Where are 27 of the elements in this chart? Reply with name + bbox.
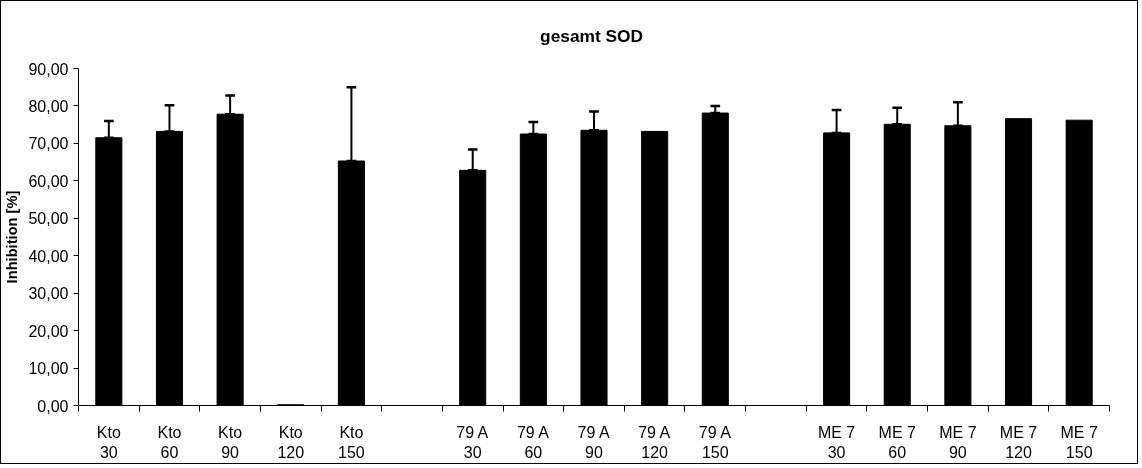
y-tick-label: 50,00 <box>28 210 69 228</box>
y-tick-label: 70,00 <box>28 135 69 153</box>
x-tick-label: ME 7 150 <box>1060 423 1098 461</box>
x-tick-label: 79 A 90 <box>577 423 610 461</box>
x-tick-label: 79 A 30 <box>456 423 489 461</box>
y-tick-label: 30,00 <box>28 285 69 303</box>
x-tick-label: 79 A 150 <box>698 423 732 461</box>
y-tick-label: 80,00 <box>28 97 69 115</box>
x-tick-label: Kto 150 <box>338 423 365 461</box>
x-tick-label: ME 7 30 <box>817 423 856 461</box>
x-tick-label: Kto 120 <box>277 423 305 461</box>
y-tick-label: 90,00 <box>28 60 69 78</box>
y-tick-label: 10,00 <box>28 360 69 378</box>
chart-title: gesamt SOD <box>540 26 644 46</box>
x-tick-label: Kto 60 <box>157 423 182 461</box>
x-tick-label: Kto 90 <box>218 423 243 461</box>
x-tick-label: Kto 30 <box>96 423 121 461</box>
y-tick-label: 0,00 <box>37 397 69 415</box>
x-tick-label: ME 7 120 <box>999 423 1038 461</box>
y-tick-label: 40,00 <box>28 247 69 265</box>
y-tick-label: 20,00 <box>28 322 69 340</box>
y-tick-label: 60,00 <box>28 172 69 190</box>
x-tick-label: ME 7 90 <box>939 423 977 461</box>
x-tick-label: ME 7 60 <box>878 423 917 461</box>
y-axis-title: Inhibition [%] <box>4 190 21 284</box>
x-tick-label: 79 A 120 <box>638 423 671 461</box>
x-tick-label: 79 A 60 <box>516 423 550 461</box>
